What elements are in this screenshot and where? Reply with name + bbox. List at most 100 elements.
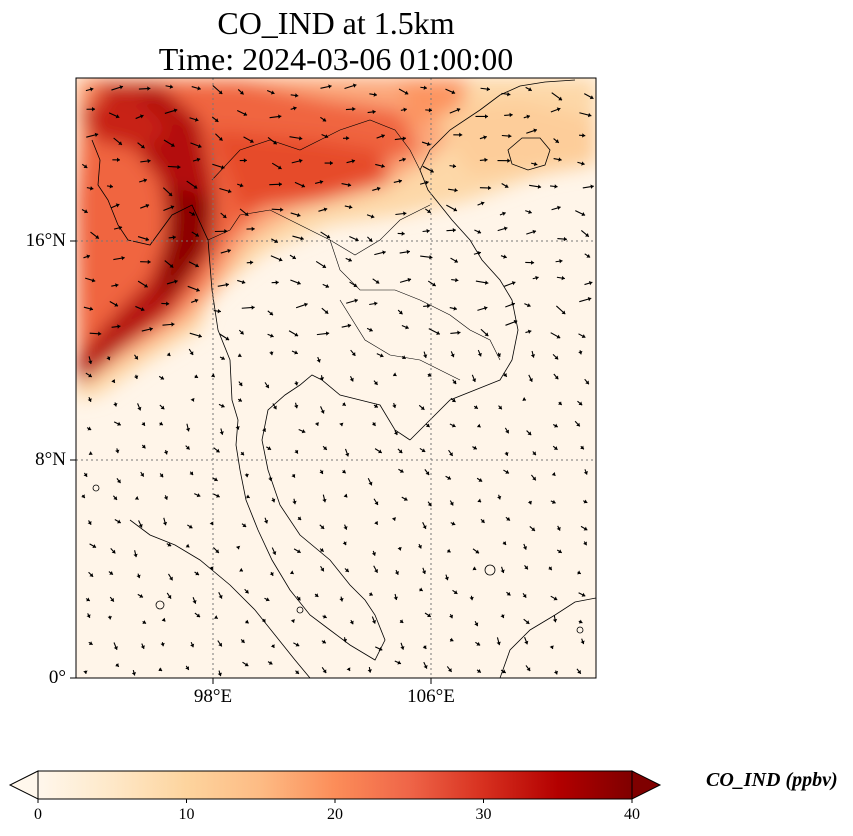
wind-arrow-head [553,446,558,450]
wind-arrow-head [348,204,353,210]
wind-arrow-head [430,168,434,173]
wind-arrow-head [371,422,376,426]
wind-arrow-head [485,114,489,119]
wind-arrow-head [241,279,246,285]
wind-arrow-head [527,500,532,505]
wind-arrow-head [116,479,121,484]
wind-arrow-head [268,660,273,665]
wind-arrow-head [496,641,501,646]
wind-arrow-head [322,639,326,644]
wind-arrow-head [133,553,138,558]
wind-arrow-head [353,283,358,288]
wind-arrow-head [301,429,306,434]
wind-arrow-head [163,496,169,500]
wind-arrow-head [329,160,333,166]
wind-arrow-head [169,576,173,581]
wind-arrow-head [210,373,215,378]
wind-arrow-head [294,93,299,98]
wind-arrow-head [400,646,405,650]
wind-arrow-head [88,641,93,645]
wind-arrow-head [378,449,382,454]
wind-arrow-head [328,84,332,89]
wind-arrow-head [113,646,118,650]
wind-arrow-head [563,236,567,242]
wind-arrow-head [341,469,346,474]
wind-arrow-head [532,451,536,456]
wind-arrow-head [222,214,227,218]
wind-arrow-head [558,157,562,162]
wind-arrow-head [578,619,583,624]
wind-arrow-head [556,107,561,112]
wind-arrow-head [296,212,301,218]
wind-arrow-head [429,255,433,260]
wind-arrow-head [235,425,240,430]
wind-arrow-head [423,354,428,358]
wind-arrow-head [343,493,348,498]
map-frame [75,77,597,679]
colorbar-tick-label: 20 [327,806,343,823]
wind-arrow-head [115,663,119,667]
wind-arrow-head [195,571,199,576]
wind-arrow-head [113,403,118,407]
wind-arrow-head [497,495,502,500]
wind-arrow-head [244,473,249,478]
wind-arrow-head [140,645,145,649]
wind-arrow-head [450,353,455,358]
wind-arrow-head [449,637,454,642]
wind-arrow-head [195,232,199,237]
wind-arrow-head [159,473,164,478]
wind-arrow-head [354,298,358,303]
wind-arrow-head [506,516,510,521]
wind-arrow-head [474,405,478,409]
wind-arrow-head [215,448,220,453]
lat-tick-label: 0° [48,667,66,688]
wind-arrow-head [422,645,427,649]
wind-arrow-head [581,161,585,166]
wind-arrow-head [402,157,406,162]
wind-arrow-head [158,667,163,672]
wind-arrow-head [185,666,190,670]
wind-arrow-head [472,566,477,571]
wind-arrow-head [348,257,352,262]
wind-arrow-head [138,523,143,528]
wind-arrow-head [428,107,432,113]
wind-arrow-head [244,662,249,667]
wind-arrow-head [352,83,357,88]
wind-arrow-head [588,280,593,286]
wind-arrow-head [143,178,147,183]
wind-arrow-head [88,451,93,456]
wind-arrow-head [118,225,123,231]
wind-arrow-head [451,423,456,428]
wind-arrow-head [220,165,225,170]
wind-arrow-head [170,143,175,147]
wind-arrow-head [221,356,225,361]
wind-arrow-head [294,332,299,337]
wind-arrow-head [427,209,431,213]
wind-arrow-head [190,397,195,402]
wind-arrow-head [448,668,452,672]
wind-arrow-head [118,141,122,145]
wind-arrow-head [270,90,275,95]
wind-arrow-head [106,356,111,361]
wind-arrow-head [453,306,457,311]
wind-arrow-head [583,526,588,531]
wind-arrow-head [553,596,558,601]
wind-arrow-head [291,473,296,478]
lat-tick-label: 16°N [25,230,66,251]
wind-arrow-head [140,472,144,477]
wind-arrow-head [398,449,403,454]
wind-arrow-head [374,521,378,525]
wind-arrow-head [162,521,168,526]
wind-arrow-head [107,616,112,620]
wind-arrow-head [113,496,118,500]
wind-arrow-head [528,209,532,214]
wind-arrow-head [115,203,120,208]
colorbar-tick-label: 40 [624,806,640,823]
wind-arrow-head [116,157,120,163]
wind-arrow-head [87,398,92,402]
wind-arrow-head [218,136,223,141]
wind-arrow-head [504,452,509,456]
wind-arrow-head [324,310,329,314]
colorbar-extend-min [8,770,39,800]
wind-arrow-head [376,186,381,191]
